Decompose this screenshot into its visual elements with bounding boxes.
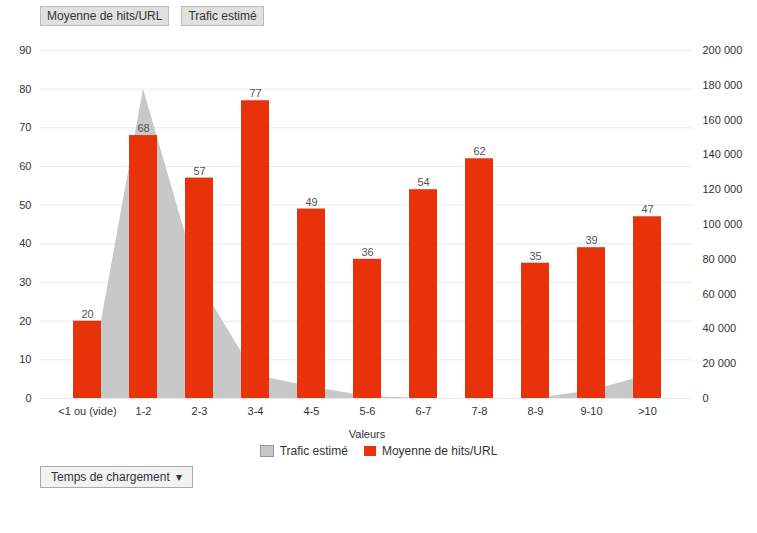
html-text:Moyenne de hits/URL: Moyenne de hits/URL bbox=[47, 9, 163, 23]
html-text:Trafic estimé: Trafic estimé bbox=[188, 9, 257, 23]
svg-text:0: 0 bbox=[25, 392, 31, 404]
svg-text:20: 20 bbox=[19, 315, 31, 327]
svg-text:30: 30 bbox=[19, 276, 31, 288]
svg-text:120 000: 120 000 bbox=[703, 183, 743, 195]
html-text:Moyenne de hits/URL: Moyenne de hits/URL bbox=[381, 444, 498, 458]
svg-text:100 000: 100 000 bbox=[703, 218, 743, 230]
svg-text:47: 47 bbox=[641, 203, 653, 215]
svg-text:36: 36 bbox=[361, 246, 373, 258]
svg-text:Valeurs: Valeurs bbox=[349, 428, 386, 440]
svg-text:3-4: 3-4 bbox=[248, 405, 264, 417]
html-text:Temps de chargement ▾: Temps de chargement ▾ bbox=[51, 470, 183, 484]
svg-text:77: 77 bbox=[249, 87, 261, 99]
svg-text:>10: >10 bbox=[638, 405, 657, 417]
svg-text:35: 35 bbox=[529, 250, 541, 262]
svg-text:50: 50 bbox=[19, 199, 31, 211]
svg-text:5-6: 5-6 bbox=[360, 405, 376, 417]
svg-text:140 000: 140 000 bbox=[703, 148, 743, 160]
svg-text:20 000: 20 000 bbox=[703, 357, 737, 369]
svg-text:<1 ou (vide): <1 ou (vide) bbox=[58, 405, 116, 417]
svg-text:80: 80 bbox=[19, 83, 31, 95]
svg-text:1-2: 1-2 bbox=[136, 405, 152, 417]
svg-text:60: 60 bbox=[19, 160, 31, 172]
svg-text:160 000: 160 000 bbox=[703, 114, 743, 126]
svg-text:57: 57 bbox=[193, 165, 205, 177]
svg-text:180 000: 180 000 bbox=[703, 79, 743, 91]
svg-text:90: 90 bbox=[19, 44, 31, 56]
svg-text:0: 0 bbox=[703, 392, 709, 404]
svg-text:6-7: 6-7 bbox=[416, 405, 432, 417]
svg-text:62: 62 bbox=[473, 145, 485, 157]
svg-text:4-5: 4-5 bbox=[304, 405, 320, 417]
svg-text:49: 49 bbox=[305, 196, 317, 208]
html-text:Trafic estimé: Trafic estimé bbox=[279, 444, 348, 458]
svg-text:80 000: 80 000 bbox=[703, 253, 737, 265]
svg-text:40 000: 40 000 bbox=[703, 322, 737, 334]
svg-text:2-3: 2-3 bbox=[192, 405, 208, 417]
svg-text:70: 70 bbox=[19, 121, 31, 133]
svg-text:8-9: 8-9 bbox=[528, 405, 544, 417]
svg-text:39: 39 bbox=[585, 234, 597, 246]
svg-text:20: 20 bbox=[81, 308, 93, 320]
svg-text:60 000: 60 000 bbox=[703, 288, 737, 300]
svg-text:40: 40 bbox=[19, 237, 31, 249]
svg-text:68: 68 bbox=[137, 122, 149, 134]
svg-text:10: 10 bbox=[19, 353, 31, 365]
svg-text:54: 54 bbox=[417, 176, 429, 188]
svg-text:7-8: 7-8 bbox=[472, 405, 488, 417]
svg-text:200 000: 200 000 bbox=[703, 44, 743, 56]
svg-text:9-10: 9-10 bbox=[580, 405, 602, 417]
